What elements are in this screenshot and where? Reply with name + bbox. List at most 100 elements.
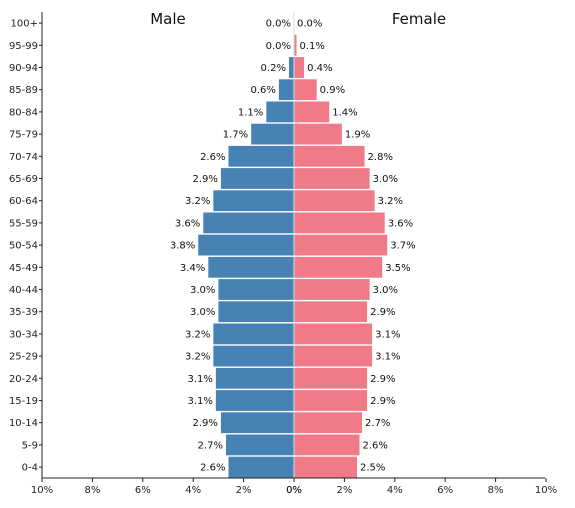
age-group-label: 100+	[11, 19, 38, 30]
female-bar-25-29	[294, 345, 373, 367]
male-bar-25-29	[213, 345, 294, 367]
female-value-label: 3.5%	[385, 263, 410, 274]
female-bar-55-59	[294, 212, 385, 234]
male-bar-75-79	[251, 123, 294, 145]
age-group-label: 55-59	[9, 218, 38, 229]
male-value-label: 3.1%	[187, 374, 212, 385]
male-bar-55-59	[203, 212, 294, 234]
male-value-label: 3.0%	[190, 307, 215, 318]
x-tick-label-left: 4%	[185, 485, 201, 496]
age-group-label: 10-14	[9, 418, 38, 429]
bars-group	[198, 34, 388, 478]
age-group-label: 65-69	[9, 174, 38, 185]
age-group-label: 30-34	[9, 329, 38, 340]
female-value-label: 2.6%	[363, 440, 388, 451]
female-bar-60-64	[294, 190, 375, 212]
male-value-label: 1.7%	[223, 130, 248, 141]
male-value-label: 2.9%	[193, 418, 218, 429]
female-value-label: 1.4%	[332, 107, 357, 118]
x-tick-label-right: 0%	[286, 485, 302, 496]
female-bar-10-14	[294, 412, 363, 434]
female-value-label: 0.1%	[300, 41, 325, 52]
female-bar-85-89	[294, 79, 317, 101]
female-value-label: 2.9%	[370, 374, 395, 385]
male-bar-40-44	[218, 279, 294, 300]
age-group-label: 5-9	[22, 440, 38, 451]
x-tick-label-right: 6%	[437, 485, 453, 496]
age-group-label: 40-44	[9, 285, 38, 296]
x-tick-label-left: 2%	[236, 485, 252, 496]
x-tick-label-left: 6%	[135, 485, 151, 496]
female-bar-45-49	[294, 256, 383, 278]
male-bar-0-4	[228, 456, 294, 478]
age-group-label: 60-64	[9, 196, 38, 207]
x-tick-label-right: 4%	[387, 485, 403, 496]
axes-group: 100+ 95-99 90-94 85-89 80-84 75-79 70-74 65-69 6…	[9, 12, 557, 496]
female-value-label: 2.9%	[370, 307, 395, 318]
female-bar-40-44	[294, 279, 370, 300]
male-value-label: 3.0%	[190, 285, 215, 296]
female-value-label: 2.5%	[360, 463, 385, 474]
female-value-label: 3.1%	[375, 352, 400, 363]
female-value-label: 3.0%	[373, 174, 398, 185]
age-group-label: 75-79	[9, 130, 38, 141]
female-value-label: 0.0%	[297, 19, 322, 30]
age-group-label: 80-84	[9, 107, 38, 118]
male-value-label: 0.2%	[261, 63, 286, 74]
male-bar-10-14	[220, 412, 294, 434]
female-value-label: 3.0%	[373, 285, 398, 296]
age-group-label: 0-4	[22, 463, 38, 474]
female-bar-75-79	[294, 123, 342, 145]
female-value-label: 0.4%	[307, 63, 332, 74]
male-value-label: 3.6%	[175, 218, 200, 229]
male-bar-80-84	[266, 101, 294, 123]
female-value-label: 3.2%	[378, 196, 403, 207]
male-value-label: 3.1%	[187, 396, 212, 407]
male-bar-60-64	[213, 190, 294, 212]
age-group-label: 35-39	[9, 307, 38, 318]
male-value-label: 3.2%	[185, 352, 210, 363]
female-bar-65-69	[294, 168, 370, 189]
male-value-label: 2.9%	[193, 174, 218, 185]
age-group-label: 70-74	[9, 152, 38, 163]
x-tick-label-left: 0%	[286, 485, 302, 496]
age-group-label: 50-54	[9, 241, 38, 252]
female-title: Female	[392, 10, 446, 28]
male-value-label: 2.7%	[198, 440, 223, 451]
female-value-label: 2.8%	[368, 152, 393, 163]
male-value-label: 3.2%	[185, 329, 210, 340]
age-group-label: 15-19	[9, 396, 38, 407]
male-value-label: 3.8%	[170, 241, 195, 252]
x-tick-label-left: 8%	[84, 485, 100, 496]
female-bar-30-34	[294, 323, 373, 345]
male-value-label: 1.1%	[238, 107, 263, 118]
female-value-label: 3.7%	[390, 241, 415, 252]
female-bar-15-19	[294, 390, 368, 411]
female-value-label: 2.7%	[365, 418, 390, 429]
x-tick-label-right: 10%	[535, 485, 557, 496]
labels-group: 0.0% 0.0% 0.0% 0.1% 0.2% 0.4% 0.6% 0.9% 1.1% 1.4%…	[170, 19, 416, 474]
x-tick-label-right: 2%	[336, 485, 352, 496]
male-value-label: 0.6%	[250, 85, 275, 96]
female-bar-20-24	[294, 367, 368, 389]
male-bar-20-24	[215, 367, 294, 389]
age-group-label: 25-29	[9, 352, 38, 363]
female-value-label: 2.9%	[370, 396, 395, 407]
male-title: Male	[150, 10, 186, 28]
female-value-label: 3.6%	[388, 218, 413, 229]
male-bar-65-69	[220, 168, 294, 189]
age-group-label: 45-49	[9, 263, 38, 274]
male-bar-15-19	[215, 390, 294, 411]
female-bar-5-9	[294, 434, 360, 456]
male-bar-45-49	[208, 256, 294, 278]
male-bar-85-89	[278, 79, 294, 101]
x-tick-label-left: 10%	[31, 485, 53, 496]
male-bar-90-94	[288, 57, 294, 78]
male-bar-30-34	[213, 323, 294, 345]
age-group-label: 90-94	[9, 63, 38, 74]
x-tick-label-right: 8%	[488, 485, 504, 496]
female-value-label: 0.9%	[320, 85, 345, 96]
female-bar-0-4	[294, 456, 357, 478]
female-bar-80-84	[294, 101, 330, 123]
